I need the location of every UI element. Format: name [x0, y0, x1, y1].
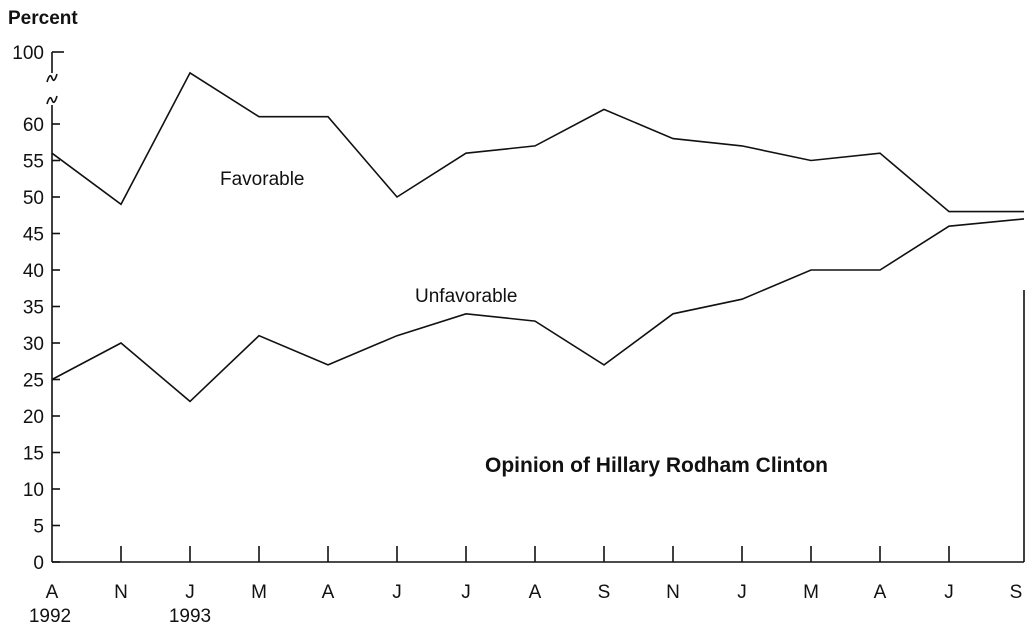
axis-break-mark: [46, 95, 58, 105]
axis-break-mark: [46, 73, 58, 83]
y-tick-label: 25: [23, 371, 44, 392]
series-line-unfavorable: [51, 218, 1025, 403]
x-tick-label: J: [461, 582, 471, 603]
y-tick-label: 5: [33, 517, 44, 538]
y-tick-label: 30: [23, 334, 44, 355]
x-tick-label: S: [1010, 582, 1023, 603]
x-tick-label: N: [114, 582, 128, 603]
x-tick-label: M: [803, 582, 819, 603]
series-label-favorable: Favorable: [220, 169, 305, 190]
axis-break-space: [48, 82, 56, 96]
series-line-favorable: [51, 71, 1024, 213]
x-tick-label: A: [874, 582, 887, 603]
x-tick-label: N: [666, 582, 680, 603]
series-lines: [51, 71, 1025, 403]
x-tick-label: J: [392, 582, 402, 603]
y-tick-label: 60: [23, 115, 44, 136]
y-tick-label: 55: [23, 152, 44, 173]
y-tick-label: 0: [33, 553, 44, 574]
x-tick-label: M: [251, 582, 267, 603]
x-tick-label: J: [737, 582, 747, 603]
y-tick-label: 40: [23, 261, 44, 282]
x-tick-label: J: [185, 582, 195, 603]
y-tick-label: 100: [12, 43, 44, 64]
y-tick-label: 10: [23, 480, 44, 501]
y-tick-label: 15: [23, 444, 44, 465]
y-tick-label: 50: [23, 188, 44, 209]
x-tick-label: A: [46, 582, 59, 603]
x-axis-ticks: A N J M A J J A S N J M A J S 1992 1993: [29, 546, 1022, 627]
y-axis-title: Percent: [8, 8, 78, 29]
x-tick-label: S: [598, 582, 611, 603]
x-tick-label: J: [944, 582, 954, 603]
y-tick-label: 35: [23, 298, 44, 319]
chart-title: Opinion of Hillary Rodham Clinton: [485, 454, 828, 477]
y-axis-ticks: 0 5 10 15 20 25 30 35 40 45 50 55 60 100: [12, 43, 60, 574]
y-tick-label: 45: [23, 225, 44, 246]
axes: [46, 51, 1025, 563]
x-tick-label: A: [529, 582, 542, 603]
x-year-label: 1993: [169, 606, 211, 627]
x-tick-label: A: [322, 582, 335, 603]
series-label-unfavorable: Unfavorable: [415, 286, 517, 307]
y-tick-label: 20: [23, 407, 44, 428]
x-year-label: 1992: [29, 606, 71, 627]
